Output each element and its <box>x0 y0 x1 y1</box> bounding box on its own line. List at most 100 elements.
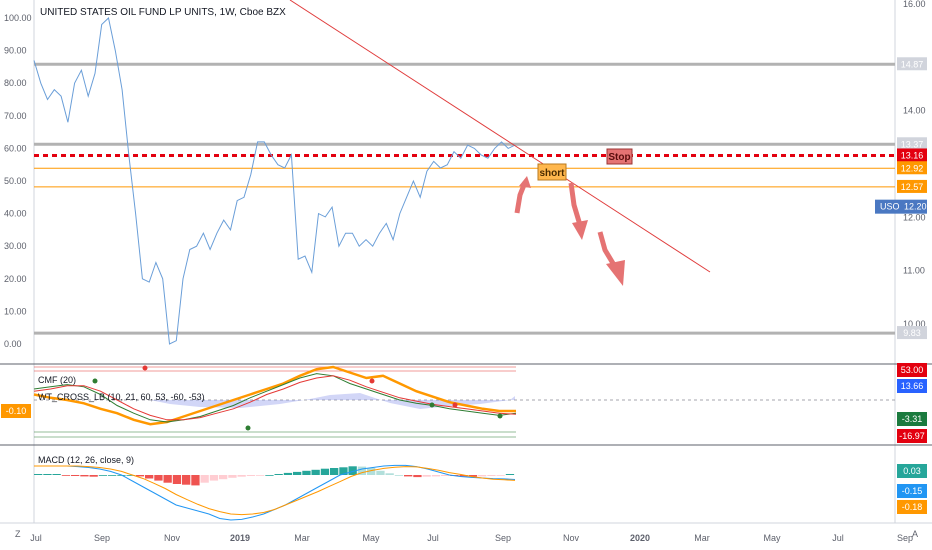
right-tick-label: 12.00 <box>903 212 926 222</box>
cross-dot <box>429 402 435 408</box>
osc-right-badge <box>897 412 927 426</box>
level-badge <box>897 57 927 71</box>
left-tick-label: 60.00 <box>4 143 27 153</box>
stop-label: Stop <box>608 152 630 163</box>
cmf-legend[interactable]: CMF (20) <box>38 375 76 385</box>
arrow-up-icon <box>514 184 527 214</box>
level-badge <box>897 326 927 340</box>
macd-histogram-bar <box>200 475 209 483</box>
macd-histogram-bar <box>339 467 348 475</box>
cross-dot <box>452 402 458 408</box>
cross-dot <box>142 365 148 371</box>
time-axis-label: 2020 <box>630 533 650 543</box>
macd-histogram-bar <box>422 475 431 477</box>
time-axis-label: May <box>362 533 380 543</box>
macd-histogram-bar <box>108 475 117 476</box>
uso-price-badge[interactable] <box>875 199 927 214</box>
macd-panel[interactable] <box>34 464 516 521</box>
price-line[interactable] <box>33 17 516 345</box>
macd-histogram-bar <box>154 475 163 481</box>
macd-histogram-bar <box>274 474 283 475</box>
stop-label-box[interactable] <box>606 148 633 165</box>
osc-series-line[interactable] <box>33 365 516 426</box>
trendline[interactable] <box>289 0 711 273</box>
main-price-panel[interactable] <box>33 0 711 345</box>
wt-cross-legend[interactable]: WT_CROSS_LB (10, 21, 60, 53, -60, -53) <box>38 392 205 402</box>
osc-right-badge <box>897 395 927 409</box>
macd-right-badge <box>897 500 927 514</box>
macd-histogram-bar <box>376 470 385 475</box>
macd-histogram-bar <box>441 475 450 476</box>
macd-right-badge <box>897 464 927 478</box>
time-axis-label: Jul <box>832 533 844 543</box>
level-badge-text: 12.92 <box>901 163 924 173</box>
left-tick-label: 40.00 <box>4 209 27 219</box>
macd-histogram-bar <box>34 474 43 475</box>
annotations-layer[interactable]: short Stop <box>514 148 633 286</box>
macd-histogram-bar <box>283 472 293 475</box>
time-axis-label: Mar <box>294 533 310 543</box>
macd-histogram-bar <box>459 475 468 477</box>
level-badge-text: 13.37 <box>901 139 924 149</box>
right-tick-label: 11.00 <box>903 266 925 276</box>
time-axis-label: Mar <box>694 533 710 543</box>
level-badge-text: 13.16 <box>901 150 924 160</box>
macd-histogram-bar <box>89 475 98 477</box>
osc-right-badge <box>897 363 927 377</box>
macd-histogram-bar <box>265 475 274 476</box>
time-axis-label: Nov <box>164 533 181 543</box>
osc-series-line[interactable] <box>33 373 517 423</box>
left-tick-label: 100.00 <box>4 13 32 23</box>
macd-histogram-bar <box>505 474 515 475</box>
arrow-up-head-icon <box>519 176 531 188</box>
macd-histogram-bar <box>311 469 320 475</box>
left-tick-label: 70.00 <box>4 111 27 121</box>
macd-legend[interactable]: MACD (12, 26, close, 9) <box>38 455 134 465</box>
macd-histogram-bar <box>237 475 246 477</box>
osc-right-badge-text: 0.00 <box>903 397 921 407</box>
macd-histogram-bar <box>367 468 376 475</box>
macd-histogram-bar <box>487 475 496 476</box>
chart-title: UNITED STATES OIL FUND LP UNITS, 1W, Cbo… <box>40 7 286 18</box>
osc-right-badge-text: 53.00 <box>901 365 924 375</box>
macd-histogram-bar <box>163 475 172 483</box>
macd-histogram-bar <box>43 474 52 475</box>
arrow-down-2-icon <box>597 231 617 267</box>
osc-left-badge <box>1 404 31 418</box>
uso-price-text: 12.20 <box>904 202 927 212</box>
time-axis-label: Jul <box>30 533 42 543</box>
macd-series-line[interactable] <box>34 465 516 516</box>
osc-right-badge-text: -16.97 <box>899 431 925 441</box>
time-axis-label: May <box>763 533 781 543</box>
right-tick-label: 16.00 <box>903 0 926 9</box>
macd-histogram-bar <box>191 475 200 486</box>
cross-dot <box>92 378 98 384</box>
arrow-down-2-head-icon <box>606 260 625 286</box>
macd-histogram-bar <box>320 468 330 475</box>
osc-series-line[interactable] <box>33 375 517 421</box>
macd-histogram-bar <box>126 475 135 476</box>
short-label-box[interactable] <box>537 163 567 181</box>
left-axis[interactable]: 100.00 90.00 80.00 70.00 60.00 50.00 40.00 30.0… <box>4 13 32 349</box>
macd-histogram-bar <box>135 475 145 477</box>
cross-dot <box>369 378 375 384</box>
macd-histogram-bar <box>468 475 478 477</box>
macd-histogram-bar <box>357 466 367 475</box>
time-axis-label: Sep <box>94 533 110 543</box>
arrow-down-icon <box>568 182 583 226</box>
macd-right-badge-text: -0.18 <box>902 502 923 512</box>
oscillator-panel[interactable] <box>33 365 895 438</box>
short-label: short <box>540 168 566 179</box>
auto-scale-corner[interactable]: A <box>912 529 918 539</box>
macd-histogram-bar <box>80 475 89 477</box>
timezone-corner[interactable]: Z <box>15 529 21 539</box>
macd-right-badge <box>897 484 927 498</box>
time-axis[interactable]: Jul Sep Nov 2019 Mar May Jul Sep Nov 2020 Mar May Ju… <box>30 533 913 543</box>
osc-right-badge <box>897 429 927 443</box>
right-axis[interactable]: 16.00 14.00 12.00 11.00 10.00 14.87 13.3713.16… <box>875 0 927 514</box>
macd-histogram-bar <box>182 475 191 485</box>
osc-right-badge-text: -3.31 <box>902 414 923 424</box>
macd-histogram-bar <box>71 475 80 476</box>
